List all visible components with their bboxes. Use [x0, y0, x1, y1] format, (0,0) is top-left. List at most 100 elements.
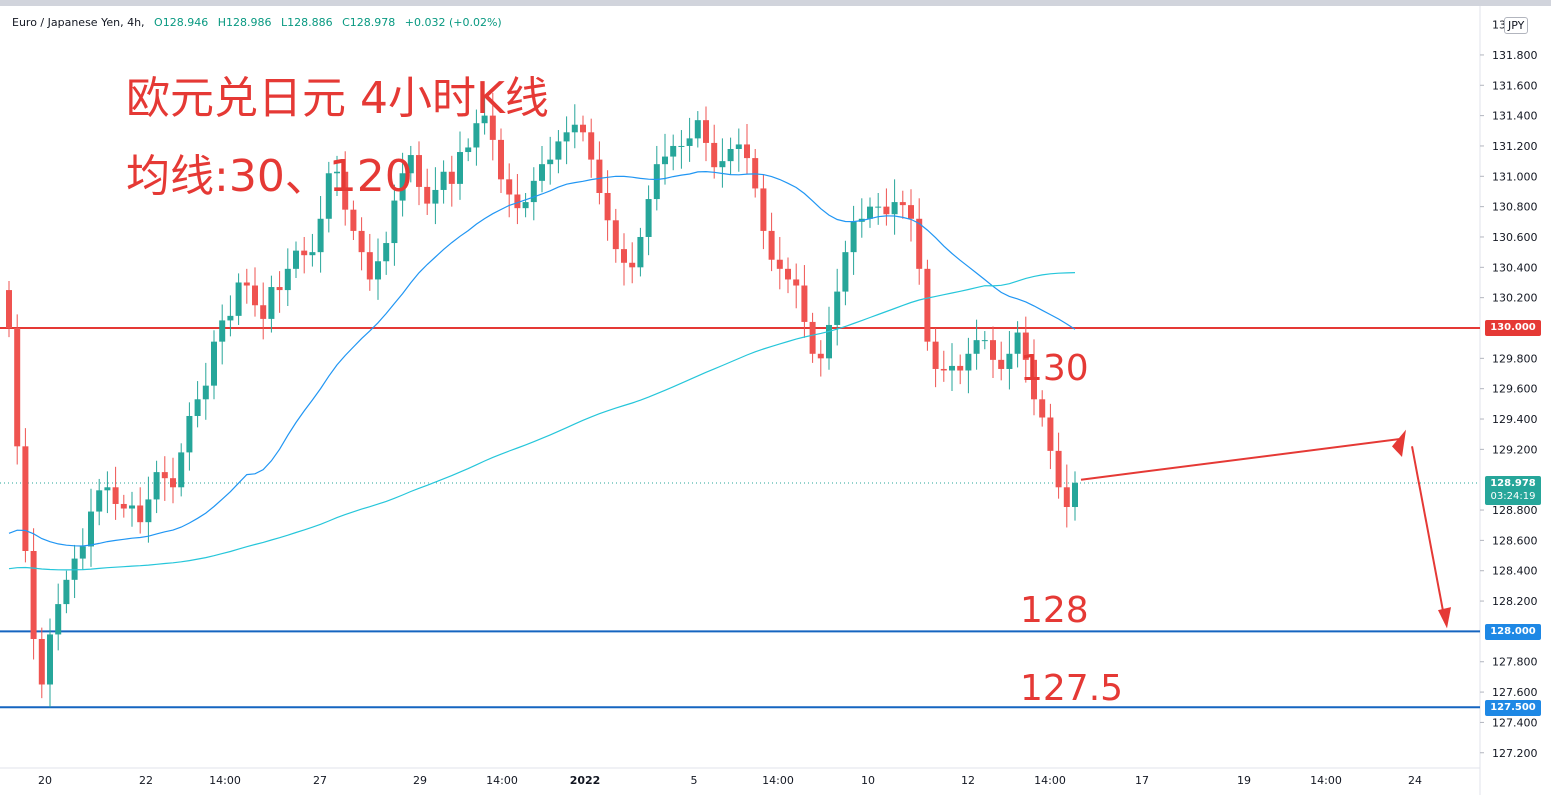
- candle-body: [752, 158, 759, 189]
- candle-body: [432, 189, 439, 204]
- price-tick-label: 129.200: [1492, 443, 1538, 456]
- candle-body: [63, 579, 70, 605]
- candle-body: [719, 161, 726, 168]
- candle-body: [637, 236, 644, 268]
- projection-up-line: [1080, 437, 1403, 481]
- candle-body: [883, 206, 890, 215]
- candle-body: [14, 328, 21, 447]
- candle-body: [629, 262, 636, 268]
- time-tick-label: 14:00: [486, 774, 518, 787]
- candle-body: [809, 321, 816, 354]
- candle-body: [399, 173, 406, 201]
- candle-body: [219, 320, 226, 342]
- candle-body: [817, 353, 824, 359]
- candle-body: [186, 415, 193, 453]
- countdown-value: 03:24:19: [1490, 491, 1536, 502]
- price-tick-label-top: 13: [1492, 19, 1506, 32]
- time-tick-label: 27: [313, 774, 327, 787]
- price-tick-label: 131.000: [1492, 170, 1538, 183]
- price-tick-label: 128.200: [1492, 595, 1538, 608]
- symbol-label[interactable]: Euro / Japanese Yen, 4h,: [12, 16, 145, 29]
- candle-body: [686, 138, 693, 146]
- candle-body: [506, 179, 513, 195]
- candle-body: [514, 194, 521, 209]
- candle-body: [908, 205, 914, 219]
- time-tick-label: 14:00: [209, 774, 241, 787]
- candle-body: [301, 250, 308, 256]
- high-value: H128.986: [217, 16, 272, 29]
- time-tick-label: 14:00: [1034, 774, 1066, 787]
- candle-body: [1014, 332, 1021, 354]
- price-chart[interactable]: 131.800 131.600 131.400 131.200 131.000 130.8…: [0, 6, 1551, 795]
- candle-body: [293, 250, 299, 269]
- candle-body: [793, 279, 800, 286]
- candle-body: [88, 511, 94, 547]
- candle-body: [284, 268, 291, 291]
- candle-body: [998, 359, 1005, 369]
- candle-body: [448, 171, 455, 184]
- candle-body: [383, 243, 390, 262]
- candle-body: [342, 171, 349, 210]
- price-tick-label: 127.200: [1492, 747, 1538, 760]
- candle-body: [1047, 417, 1054, 451]
- candle-body: [170, 478, 176, 488]
- candle-body: [96, 490, 103, 512]
- candle-body: [334, 171, 340, 174]
- candle-body: [621, 249, 627, 263]
- candle-body: [211, 341, 217, 386]
- candle-body: [137, 505, 144, 523]
- candle-body: [850, 221, 857, 253]
- candle-body: [38, 638, 45, 685]
- candle-body: [826, 324, 832, 359]
- candle-body: [366, 252, 373, 280]
- price-tick-label: 129.400: [1492, 413, 1538, 426]
- candle-body: [457, 152, 463, 184]
- candle-body: [227, 315, 234, 321]
- time-tick-label: 2022: [570, 774, 601, 787]
- candle-body: [260, 305, 267, 319]
- candle-body: [161, 472, 168, 479]
- time-tick-label: 22: [139, 774, 153, 787]
- candle-body: [973, 340, 980, 354]
- candle-body: [55, 604, 62, 635]
- candle-body: [588, 132, 595, 160]
- top-border: [0, 0, 1551, 6]
- candle-body: [678, 145, 685, 147]
- candle-body: [358, 230, 365, 253]
- price-tag-128: 128.000: [1485, 624, 1541, 640]
- candle-body: [612, 220, 619, 250]
- candle-body: [924, 268, 931, 342]
- candle-body: [375, 261, 381, 280]
- candle-body: [653, 164, 660, 200]
- candle-body: [22, 446, 29, 551]
- price-tick-label: 130.400: [1492, 261, 1538, 274]
- candle-body: [842, 252, 849, 292]
- candle-body: [596, 159, 603, 193]
- level-128-label: 128: [1020, 590, 1089, 631]
- candle-body: [932, 341, 939, 369]
- candle-body: [481, 115, 488, 124]
- candle-body: [1031, 359, 1037, 400]
- candle-body: [694, 120, 701, 139]
- price-tick-label: 127.800: [1492, 656, 1538, 669]
- candle-body: [1039, 399, 1046, 418]
- candle-body: [965, 353, 972, 371]
- price-tag-1275: 127.500: [1485, 700, 1541, 716]
- candle-body: [391, 200, 398, 244]
- candle-body: [735, 144, 742, 149]
- candle-body: [252, 285, 258, 306]
- candle-body: [498, 139, 504, 180]
- price-tick-label: 131.200: [1492, 140, 1538, 153]
- candle-body: [1063, 487, 1070, 508]
- candle-body: [440, 171, 447, 190]
- price-tick-label: 131.400: [1492, 110, 1538, 123]
- candle-body: [916, 218, 923, 269]
- candle-body: [760, 188, 767, 231]
- time-tick-label: 20: [38, 774, 52, 787]
- candle-body: [875, 206, 882, 208]
- candle-body: [785, 268, 791, 280]
- currency-badge[interactable]: JPY: [1504, 17, 1529, 34]
- candle-body: [120, 503, 127, 509]
- candle-body: [243, 282, 250, 286]
- low-value: L128.886: [280, 16, 333, 29]
